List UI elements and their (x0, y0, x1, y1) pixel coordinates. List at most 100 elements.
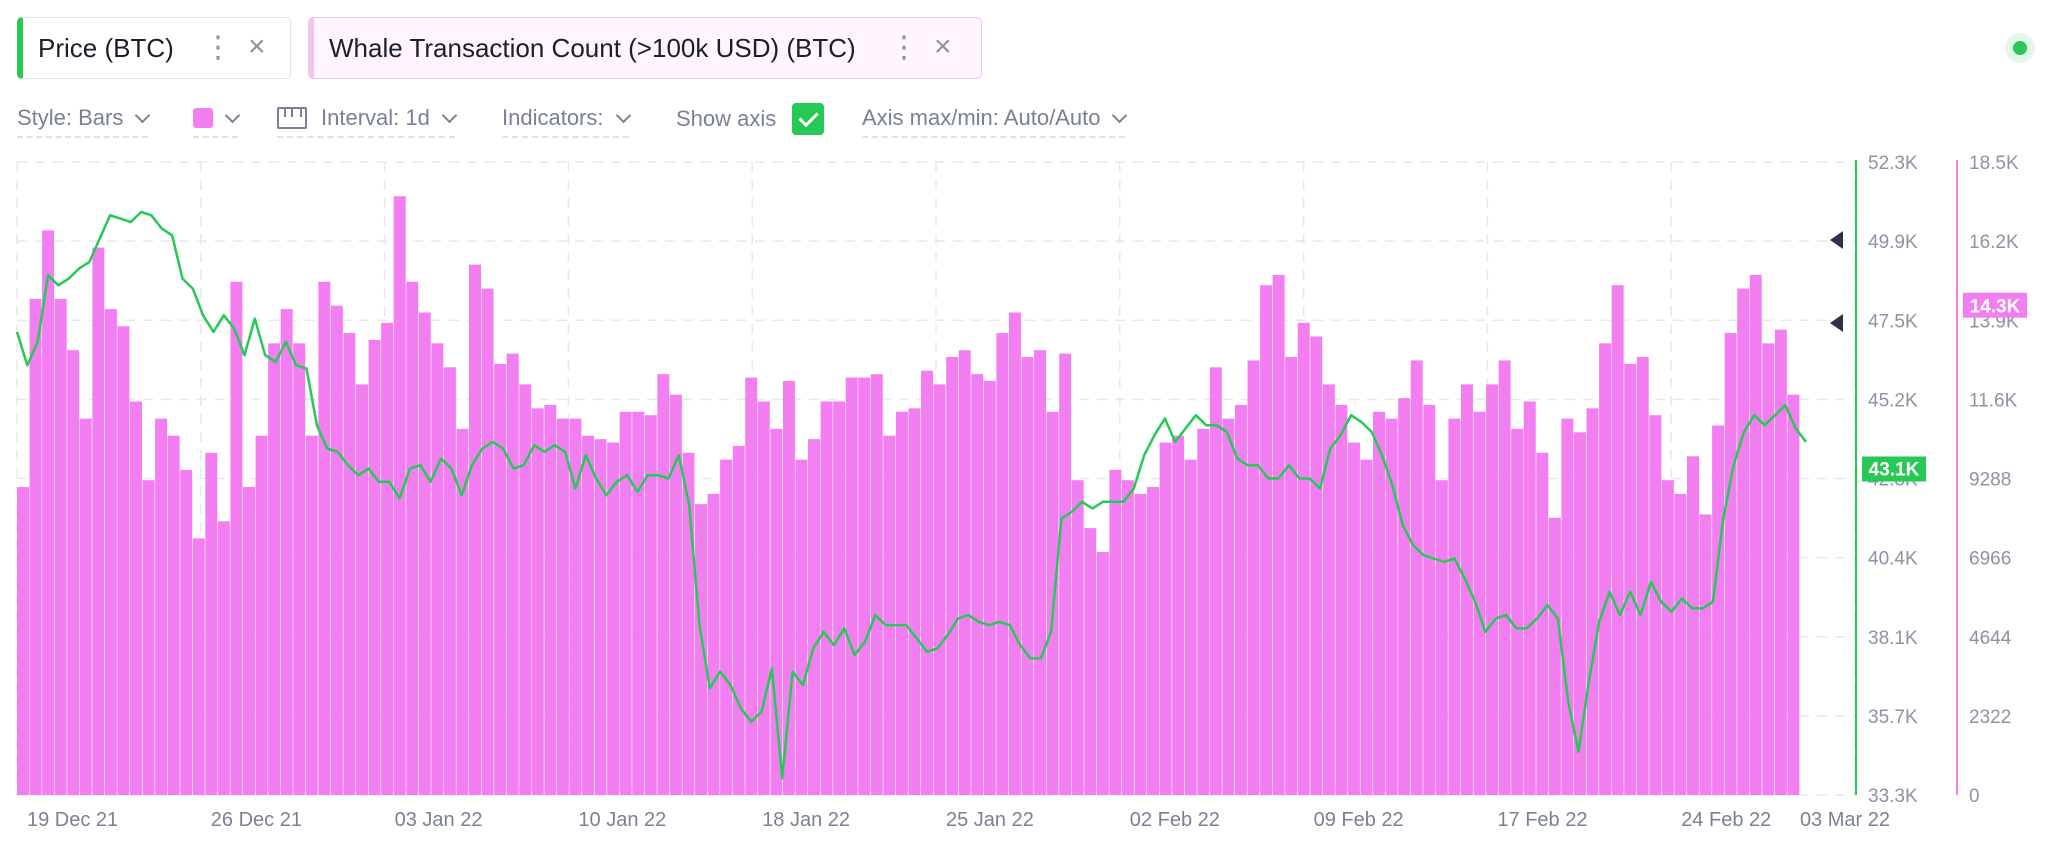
close-icon[interactable]: × (934, 30, 952, 63)
whale-bar (104, 309, 117, 795)
whale-bar (142, 480, 155, 795)
whale-bar (1059, 353, 1072, 795)
whale-bar (255, 435, 268, 795)
vertical-dots-icon[interactable]: ⋮ (889, 31, 919, 64)
whale-tick-label: 6966 (1969, 549, 2011, 570)
whale-bar (268, 343, 281, 795)
whale-bar (469, 264, 481, 795)
whale-bar (1636, 357, 1649, 795)
color-picker[interactable] (193, 100, 241, 138)
whale-bar (644, 415, 657, 795)
whale-tick-label: 4644 (1969, 628, 2012, 649)
whale-bar (1749, 274, 1762, 795)
whale-tick-label: 2322 (1969, 707, 2011, 728)
interval-dropdown[interactable]: Interval: 1d (277, 100, 458, 138)
whale-bar (456, 428, 469, 795)
whale-bar (17, 487, 29, 795)
x-tick-label: 17 Feb 22 (1497, 809, 1587, 831)
whale-bar (795, 459, 808, 795)
whale-bar (318, 281, 331, 796)
whale-bar (1661, 480, 1674, 795)
whale-bar (1473, 411, 1486, 795)
indicators-dropdown-label: Indicators: (502, 105, 604, 130)
whale-bar (820, 401, 833, 795)
metric-tab-whale[interactable]: Whale Transaction Count (>100k USD) (BTC… (308, 17, 982, 79)
whale-bar (745, 377, 758, 795)
whale-bar (1398, 398, 1411, 795)
whale-bar (1511, 428, 1524, 795)
whale-bar (1573, 432, 1586, 795)
whale-bar (1724, 333, 1737, 795)
axis-minmax-dropdown[interactable]: Axis max/min: Auto/Auto (862, 100, 1128, 138)
price-tick-label: 47.5K (1868, 311, 1918, 332)
price-tick-label: 33.3K (1868, 786, 1918, 807)
whale-current-badge (1963, 292, 2027, 318)
whale-bar (544, 404, 557, 795)
whale-bar (1222, 418, 1235, 795)
tick-labels: 52.3K49.9K47.5K45.2K42.8K40.4K38.1K35.7K… (1868, 153, 2019, 807)
whale-bar (1686, 456, 1699, 795)
axis-marker-icon (1830, 314, 1843, 332)
whale-bar (293, 343, 306, 795)
x-tick-label: 25 Jan 22 (946, 809, 1034, 831)
whale-current-label: 14.3K (1970, 297, 2021, 318)
whale-bar (79, 418, 92, 795)
indicators-dropdown[interactable]: Indicators: (502, 100, 631, 138)
whale-bar (607, 442, 620, 795)
whale-bar (130, 401, 142, 795)
whale-bar (845, 377, 858, 795)
axis-marker-icon (1830, 231, 1843, 249)
whale-bar (1134, 493, 1147, 795)
whale-bar (1172, 435, 1185, 795)
whale-bar (1410, 360, 1423, 795)
whale-bar (1561, 418, 1574, 795)
vertical-dots-icon[interactable]: ⋮ (203, 31, 233, 64)
whale-bar (217, 521, 230, 795)
whale-bar (1285, 357, 1298, 795)
whale-bar (1272, 274, 1285, 795)
metric-tab-price-label: Price (BTC) (38, 32, 174, 63)
show-axis-label: Show axis (676, 106, 777, 131)
price-current-label: 43.1K (1869, 460, 1920, 481)
whale-bar (192, 538, 205, 795)
price-tick-label: 52.3K (1868, 153, 1918, 174)
chart-axes (1855, 160, 1958, 795)
whale-bar (368, 339, 381, 795)
whale-bar (707, 493, 720, 795)
whale-bar (531, 408, 544, 795)
whale-bar (921, 370, 934, 795)
whale-bar (1335, 404, 1348, 795)
show-axis-toggle[interactable]: Show axis (676, 100, 825, 138)
metric-tab-price[interactable]: Price (BTC) ⋮ × (17, 17, 291, 79)
price-tick-label: 49.9K (1868, 232, 1918, 253)
whale-tick-label: 0 (1969, 786, 1980, 807)
x-tick-label: 02 Feb 22 (1130, 809, 1220, 831)
x-tick-label: 24 Feb 22 (1681, 809, 1771, 831)
whale-bar (996, 333, 1009, 795)
whale-bar (971, 374, 984, 795)
x-tick-label: 03 Jan 22 (395, 809, 483, 831)
whale-bar (669, 394, 682, 795)
whale-bar (155, 418, 168, 795)
whale-bar (808, 439, 821, 795)
whale-bar (695, 504, 707, 795)
whale-bar (305, 435, 318, 795)
whale-bar (1322, 384, 1335, 795)
whale-bar (1008, 312, 1021, 795)
whale-bar (29, 298, 42, 795)
whale-bar (1121, 480, 1134, 795)
whale-bar (1159, 442, 1172, 795)
whale-bar (1234, 404, 1247, 795)
whale-bar (356, 384, 368, 795)
whale-bar (895, 411, 908, 795)
whale-bar (757, 401, 770, 795)
whale-bar (632, 411, 645, 795)
whale-tick-label: 16.2K (1969, 232, 2019, 253)
checkbox-checked-icon[interactable] (792, 103, 825, 135)
style-dropdown[interactable]: Style: Bars (17, 100, 151, 138)
close-icon[interactable]: × (248, 30, 266, 63)
price-tick-label: 45.2K (1868, 390, 1918, 411)
whale-bar (1423, 404, 1436, 795)
whale-bar (180, 469, 193, 795)
